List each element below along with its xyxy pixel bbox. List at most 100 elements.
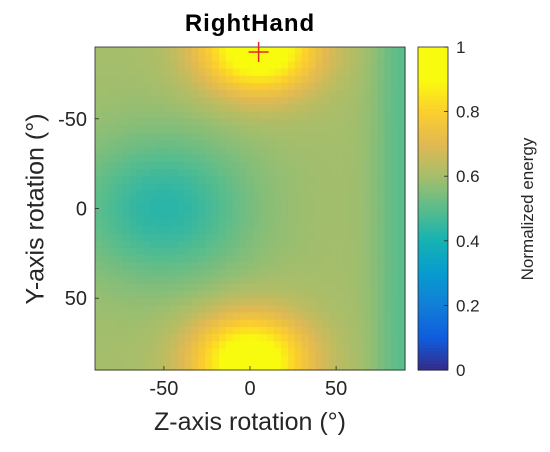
heatmap-cell xyxy=(95,147,103,156)
heatmap-cell xyxy=(108,161,117,170)
heatmap-cell xyxy=(95,305,103,314)
heatmap-cell xyxy=(150,341,158,350)
heatmap-cell xyxy=(191,111,199,120)
heatmap-cell xyxy=(370,312,379,321)
heatmap-cell xyxy=(150,212,158,220)
heatmap-cell xyxy=(115,97,124,106)
heatmap-cell xyxy=(232,233,241,242)
heatmap-cell xyxy=(287,140,296,149)
heatmap-cell xyxy=(343,90,351,98)
heatmap-cell xyxy=(246,326,255,335)
heatmap-cell xyxy=(191,298,199,306)
heatmap-cell xyxy=(349,75,358,84)
heatmap-cell xyxy=(143,334,151,342)
heatmap-cell xyxy=(287,269,296,278)
heatmap-cell xyxy=(329,183,337,192)
heatmap-cell xyxy=(150,204,158,213)
heatmap-cell xyxy=(377,262,385,271)
heatmap-cell xyxy=(225,161,234,170)
colorbar-tick-label: 0.6 xyxy=(456,167,480,186)
heatmap-cell xyxy=(122,140,131,149)
colorbar-segment xyxy=(418,279,448,284)
heatmap-cell xyxy=(398,298,406,306)
heatmap-cell xyxy=(108,169,117,177)
heatmap-cell xyxy=(177,90,186,98)
heatmap-cell xyxy=(349,226,358,235)
heatmap-cell xyxy=(363,262,372,271)
heatmap-cell xyxy=(122,68,131,77)
heatmap-cell xyxy=(253,348,261,357)
heatmap-cell xyxy=(108,262,117,271)
heatmap-cell xyxy=(232,240,241,249)
heatmap-cell xyxy=(239,176,248,184)
heatmap-cell xyxy=(205,240,213,249)
heatmap-cell xyxy=(329,226,337,235)
heatmap-cell xyxy=(356,147,365,156)
heatmap-cell xyxy=(377,190,385,199)
heatmap-cell xyxy=(315,326,323,335)
heatmap-cell xyxy=(384,312,392,321)
heatmap-cell xyxy=(122,104,131,113)
heatmap-cell xyxy=(253,169,261,177)
heatmap-cell xyxy=(287,183,296,192)
heatmap-cell xyxy=(232,169,241,177)
heatmap-cell xyxy=(343,104,351,113)
heatmap-cell xyxy=(384,255,392,263)
heatmap-cell xyxy=(343,204,351,213)
heatmap-cell xyxy=(163,75,172,84)
heatmap-cell xyxy=(232,183,241,192)
heatmap-cell xyxy=(267,269,275,278)
heatmap-cell xyxy=(184,118,193,127)
heatmap-cell xyxy=(95,319,103,328)
heatmap-cell xyxy=(384,362,392,371)
colorbar-segment xyxy=(418,305,448,310)
heatmap-cell xyxy=(246,348,255,357)
heatmap-cell xyxy=(267,183,275,192)
heatmap-cell xyxy=(232,161,241,170)
heatmap-cell xyxy=(260,161,268,170)
heatmap-cell xyxy=(184,154,193,163)
heatmap-cell xyxy=(294,240,303,249)
heatmap-cell xyxy=(115,219,124,228)
heatmap-cell xyxy=(150,104,158,113)
heatmap-cell xyxy=(384,154,392,163)
heatmap-cell xyxy=(287,355,296,364)
heatmap-cell xyxy=(343,219,351,228)
heatmap-cell xyxy=(136,276,144,285)
heatmap-cell xyxy=(239,197,248,206)
heatmap-cell xyxy=(315,355,323,364)
heatmap-cell xyxy=(301,61,310,70)
heatmap-cell xyxy=(219,326,227,335)
heatmap-cell xyxy=(246,97,255,106)
heatmap-cell xyxy=(315,212,323,220)
heatmap-cell xyxy=(329,104,337,113)
heatmap-cell xyxy=(315,247,323,256)
heatmap-cell xyxy=(377,61,385,70)
heatmap-cell xyxy=(177,68,186,77)
heatmap-cell xyxy=(205,212,213,220)
heatmap-cell xyxy=(294,118,303,127)
heatmap-cell xyxy=(150,97,158,106)
heatmap-cell xyxy=(129,133,137,141)
heatmap-cell xyxy=(398,233,406,242)
heatmap-cell xyxy=(232,111,241,120)
heatmap-cell xyxy=(322,147,330,156)
heatmap-cell xyxy=(343,176,351,184)
heatmap-cell xyxy=(95,255,103,263)
heatmap-cell xyxy=(287,97,296,106)
y-tick-label: 0 xyxy=(76,199,87,221)
heatmap-cell xyxy=(184,262,193,271)
heatmap-cell xyxy=(225,355,234,364)
heatmap-cell xyxy=(267,219,275,228)
heatmap-cell xyxy=(184,219,193,228)
heatmap-cell xyxy=(281,169,289,177)
heatmap-cell xyxy=(329,247,337,256)
heatmap-cell xyxy=(356,291,365,299)
heatmap-cell xyxy=(384,305,392,314)
heatmap-cell xyxy=(170,341,179,350)
heatmap-cell xyxy=(163,140,172,149)
heatmap-cell xyxy=(115,291,124,299)
heatmap-cell xyxy=(329,161,337,170)
heatmap-cell xyxy=(315,118,323,127)
heatmap-cell xyxy=(232,305,241,314)
